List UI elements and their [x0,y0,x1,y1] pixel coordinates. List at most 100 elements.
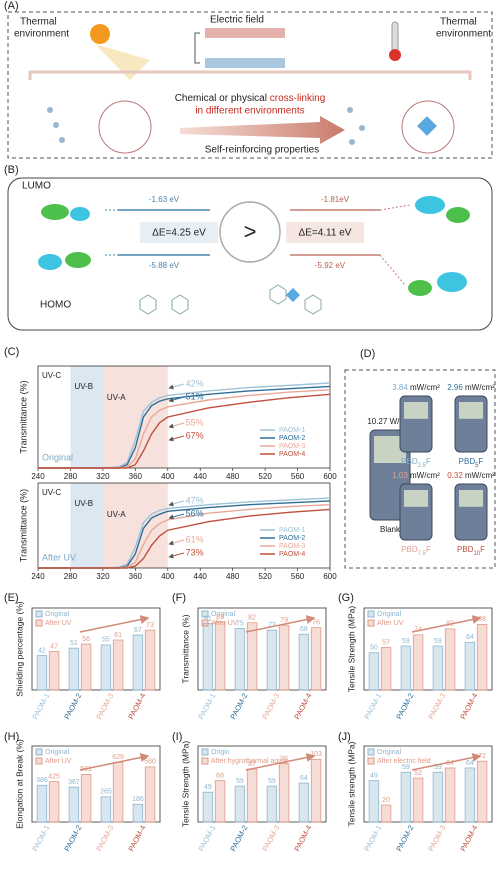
bar [298,633,310,691]
value-label: 59 [434,764,442,771]
caption-red: cross-linking [270,93,326,104]
bar [144,766,156,823]
meter-screen [459,490,483,507]
x-tick-label: PAOM-1 [196,824,217,853]
bar [48,651,60,691]
region-label: UV-C [42,488,61,497]
legend-label: Original [377,749,402,756]
label-part: 5 [475,463,479,469]
x-tick-label: 320 [96,472,110,481]
env-label: environment [14,29,69,40]
annotation-arrow [168,552,185,559]
meter-screen [404,490,428,507]
series-line [38,508,331,569]
annotation: 42% [186,378,204,388]
panel-label: (F) [172,592,186,604]
bar [368,652,380,691]
value-label: 50 [370,645,378,652]
bar [380,647,392,691]
uv-region [38,483,71,568]
bar [234,628,246,691]
value-label: 55 [102,637,110,644]
annotation: 61% [186,534,204,544]
value-label: 73 [146,622,154,629]
value-label: 75 [236,620,244,627]
y-axis-label: Transmittance (%) [18,380,28,453]
label-part: 2.5 [418,463,427,469]
value-label: 59 [402,764,410,771]
annotation-arrow [168,513,185,520]
plot-frame [363,745,493,823]
series-line [38,393,331,469]
label-part: PBD [401,545,418,554]
panel-label: (E) [4,592,19,604]
bar [234,785,246,823]
annotation-arrow [168,539,185,546]
meter-label: PBD5F [459,457,484,468]
gap-value: ΔE=4.11 eV [299,228,352,239]
panel-label: (B) [4,164,19,176]
x-tick-label: 480 [226,472,240,481]
value-label: 425 [48,773,60,780]
value-label: 83 [216,614,224,621]
trend-arrow [79,615,150,633]
uv-region [70,483,103,568]
bar [68,786,80,823]
legend-label: After UV [45,758,72,765]
bar [476,760,488,823]
legend-label: PAOM-1 [279,527,305,534]
bar [278,763,290,823]
value-label: 59 [268,778,276,785]
value-label: 56 [82,636,90,643]
panel-label: (D) [360,348,375,360]
value-label: 81 [204,615,212,622]
annotation-arrow [168,383,185,390]
label-part: 7.5 [418,551,427,557]
uv-region [102,366,168,468]
value-label: 87 [248,761,256,768]
panel-label: (C) [4,346,19,358]
x-tick-label: 400 [161,572,175,581]
legend-swatch [367,619,375,627]
x-tick-label: 320 [96,572,110,581]
reading-value: 0.32 [447,471,463,480]
energy-value: -1.81eV [321,195,350,204]
reading-value: 3.84 [392,383,408,392]
legend-label: PAOM-2 [279,535,305,542]
label-part: F [480,545,485,554]
value-label: 82 [248,615,256,622]
meter-label: PBD2.5F [401,457,431,468]
x-tick-label: PAOM-3 [426,824,447,853]
label-part: PBD [459,457,476,466]
value-label: 59 [434,638,442,645]
legend-swatch [35,757,43,765]
caption-line: Self-reinforcing properties [205,145,320,156]
x-tick-label: 600 [323,572,337,581]
bar [202,791,214,823]
legend-label: Origin [211,749,230,756]
molecule-zoom [98,100,152,154]
value-label: 49 [370,772,378,779]
legend-label: After hygrothermal aging [211,758,288,765]
connector [379,204,411,211]
condition-label: After UV [42,552,76,562]
annotation: 51% [186,391,204,401]
sun [90,24,110,44]
annotation: 56% [186,508,204,518]
legend-label: After electric field [377,758,431,765]
bar [100,644,112,691]
legend-swatch [201,757,209,765]
bar [266,785,278,823]
caption-text: Chemical or physical [175,93,267,104]
bar [278,624,290,691]
legend-label: After UV [377,620,404,627]
legend-label: PAOM-3 [279,543,305,550]
value-label: 64 [300,775,308,782]
bar [412,777,424,823]
x-tick-label: 480 [226,572,240,581]
x-tick-label: 440 [194,572,208,581]
bar [246,622,258,691]
trend-arrow [79,753,150,771]
legend-label: After UV [211,620,238,627]
